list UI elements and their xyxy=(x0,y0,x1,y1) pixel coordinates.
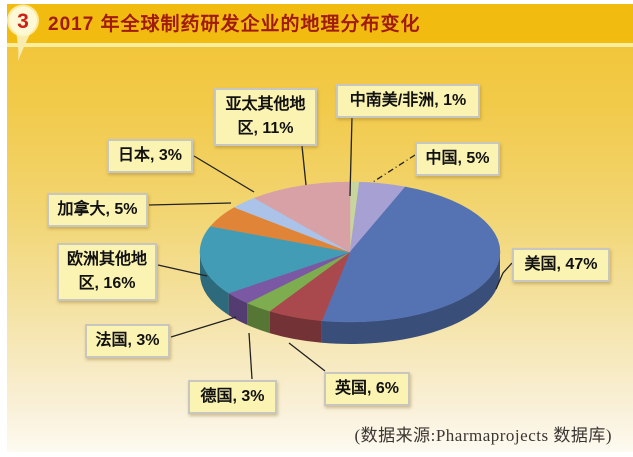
slice-label-法国: 法国, 3% xyxy=(85,324,170,358)
slice-label-欧洲其他地区: 欧洲其他地区, 16% xyxy=(57,243,157,301)
slice-label-日本: 日本, 3% xyxy=(107,139,193,173)
slice-label-中国: 中国, 5% xyxy=(415,142,500,176)
header-banner: 2017 年全球制药研发企业的地理分布变化 xyxy=(7,4,633,47)
pie-slice-side-欧洲其他地区 xyxy=(200,252,229,316)
pie-slice-side-英国 xyxy=(269,311,322,343)
slice-label-美国: 美国, 47% xyxy=(512,248,610,282)
pie-slice-欧洲其他地区 xyxy=(199,225,351,294)
badge-pin-tail xyxy=(16,31,31,61)
leader-line-美国 xyxy=(495,262,513,290)
pie-slice-side-美国 xyxy=(321,252,500,344)
pie-slice-side-德国 xyxy=(247,303,270,334)
slice-label-中南美/非洲: 中南美/非洲, 1% xyxy=(336,84,480,118)
badge-circle xyxy=(9,6,37,35)
slice-label-英国: 英国, 6% xyxy=(324,372,410,406)
leader-line-英国 xyxy=(288,342,326,372)
page-title: 2017 年全球制药研发企业的地理分布变化 xyxy=(48,14,421,35)
slice-label-加拿大: 加拿大, 5% xyxy=(47,193,148,227)
leader-line-德国 xyxy=(248,332,253,380)
leader-line-加拿大 xyxy=(148,202,232,206)
leader-line-日本 xyxy=(193,155,255,193)
section-number-badge: 3 xyxy=(7,4,39,61)
chart-panel: 2017 年全球制药研发企业的地理分布变化 xyxy=(7,4,633,452)
leader-line-中南美/非洲 xyxy=(349,116,353,197)
leader-line-亚太其他地区 xyxy=(301,145,307,186)
pie-slice-亚太其他地区 xyxy=(253,181,351,253)
leader-line-法国 xyxy=(170,316,237,338)
slice-label-亚太其他地区: 亚太其他地区, 11% xyxy=(214,88,317,146)
pie-slice-美国 xyxy=(321,186,501,323)
slice-label-德国: 德国, 3% xyxy=(188,380,277,414)
leader-line-欧洲其他地区 xyxy=(157,264,208,277)
source-note: (数据来源:Pharmaprojects 数据库) xyxy=(354,426,612,445)
badge-number: 3 xyxy=(17,10,29,33)
leader-line-中国 xyxy=(372,154,416,183)
